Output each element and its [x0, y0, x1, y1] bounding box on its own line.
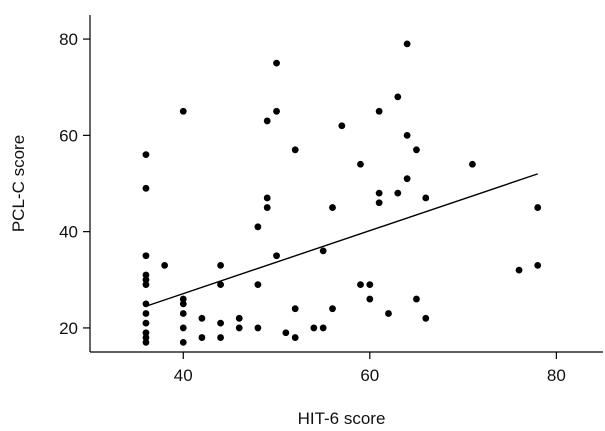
data-point-57 [403, 131, 411, 139]
data-point-35 [273, 252, 280, 260]
data-point-49 [366, 295, 374, 303]
y-axis-title: PCL-C score [9, 135, 28, 232]
data-point-41 [319, 247, 327, 255]
data-point-54 [394, 93, 402, 101]
x-tick-label-40: 40 [174, 366, 193, 385]
data-point-1 [142, 184, 150, 192]
data-point-58 [403, 175, 411, 183]
data-point-22 [217, 281, 224, 288]
data-point-2 [142, 252, 150, 260]
data-point-47 [357, 281, 364, 288]
data-point-46 [357, 160, 364, 168]
x-tick-label-80: 80 [547, 366, 566, 385]
data-point-32 [263, 204, 271, 211]
data-point-64 [515, 266, 523, 274]
data-point-7 [142, 310, 150, 317]
data-point-33 [273, 59, 280, 67]
data-point-16 [179, 310, 187, 317]
data-point-14 [179, 295, 187, 303]
data-point-61 [422, 194, 430, 202]
data-points [142, 40, 542, 346]
data-point-15 [179, 300, 187, 308]
x-ticks: 40 60 80 [174, 352, 566, 385]
data-point-65 [534, 204, 542, 211]
data-point-31 [263, 194, 271, 202]
data-point-55 [394, 189, 402, 197]
x-tick-label-60: 60 [360, 366, 379, 385]
data-point-21 [217, 261, 224, 269]
y-tick-label-40: 40 [59, 223, 78, 242]
data-point-19 [198, 314, 206, 322]
data-point-30 [263, 117, 271, 125]
data-point-52 [375, 199, 383, 207]
data-point-28 [254, 281, 262, 288]
data-point-20 [198, 334, 206, 341]
data-point-0 [142, 151, 150, 159]
data-point-37 [291, 146, 299, 154]
data-point-66 [534, 261, 542, 269]
data-point-36 [282, 329, 290, 337]
y-tick-label-60: 60 [59, 126, 78, 145]
data-point-8 [142, 319, 150, 327]
data-point-44 [329, 305, 336, 313]
data-point-63 [469, 160, 476, 168]
data-point-23 [217, 319, 224, 327]
data-point-9 [142, 329, 150, 337]
y-ticks: 20 40 60 80 [59, 30, 90, 338]
data-point-48 [366, 281, 374, 288]
data-point-45 [338, 122, 346, 130]
data-point-40 [310, 324, 318, 332]
data-point-18 [179, 338, 187, 346]
data-point-56 [403, 40, 411, 48]
data-point-25 [235, 314, 243, 322]
data-point-42 [319, 324, 327, 332]
data-point-17 [179, 324, 187, 332]
data-point-59 [413, 146, 420, 154]
data-point-27 [254, 223, 262, 231]
data-point-4 [142, 276, 150, 284]
data-point-53 [385, 310, 392, 317]
y-tick-label-20: 20 [59, 319, 78, 338]
axes [89, 15, 603, 353]
data-point-24 [217, 334, 224, 341]
data-point-10 [142, 334, 150, 341]
data-point-62 [422, 314, 430, 322]
data-point-26 [235, 324, 243, 332]
data-point-51 [375, 189, 383, 197]
data-point-11 [142, 338, 150, 346]
data-point-39 [291, 334, 299, 341]
data-point-38 [291, 305, 299, 313]
data-point-29 [254, 324, 262, 332]
data-point-34 [273, 107, 280, 115]
data-point-5 [142, 281, 150, 288]
y-tick-label-80: 80 [59, 30, 78, 49]
regression-line [145, 173, 538, 307]
data-point-60 [413, 295, 420, 303]
data-point-43 [329, 204, 336, 211]
data-point-3 [142, 271, 150, 279]
data-point-12 [161, 261, 169, 269]
data-point-50 [375, 107, 383, 115]
data-point-13 [179, 107, 187, 115]
x-axis-title: HIT-6 score [298, 409, 386, 428]
